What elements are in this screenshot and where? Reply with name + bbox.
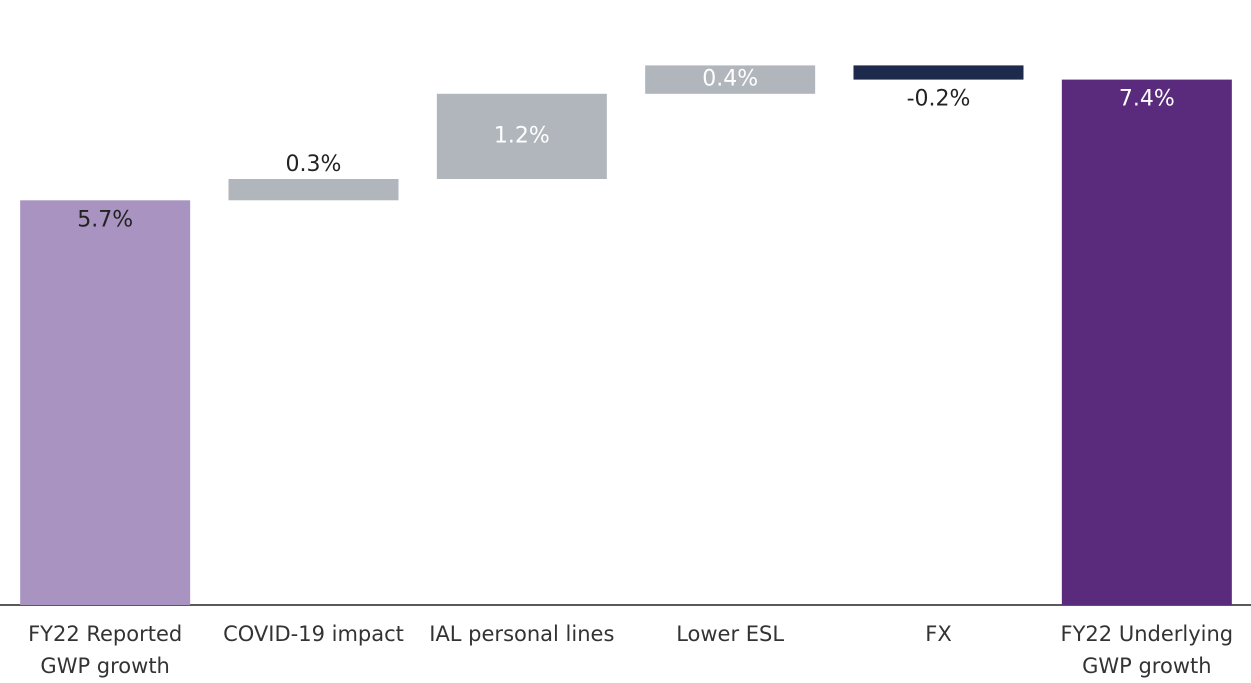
bar bbox=[228, 179, 399, 201]
value-label: 0.4% bbox=[702, 67, 758, 92]
x-tick-label: COVID-19 impact bbox=[223, 622, 404, 646]
bar bbox=[645, 65, 816, 94]
x-tick-label: FY22 Reported GWP growth bbox=[28, 622, 183, 678]
value-label: 0.3% bbox=[286, 152, 342, 177]
value-label: 7.4% bbox=[1119, 87, 1175, 112]
value-label: 5.7% bbox=[77, 207, 133, 232]
value-label: 1.2% bbox=[494, 123, 550, 148]
x-tick-label: FY22 Underlying GWP growth bbox=[1060, 622, 1234, 678]
bar bbox=[436, 93, 607, 179]
bar bbox=[20, 200, 191, 606]
x-tick-label: IAL personal lines bbox=[429, 622, 615, 646]
x-tick-label: Lower ESL bbox=[676, 622, 785, 646]
bar bbox=[1061, 79, 1232, 606]
x-tick-label: FX bbox=[925, 622, 952, 646]
value-label: -0.2% bbox=[907, 87, 971, 112]
bar bbox=[853, 65, 1024, 80]
